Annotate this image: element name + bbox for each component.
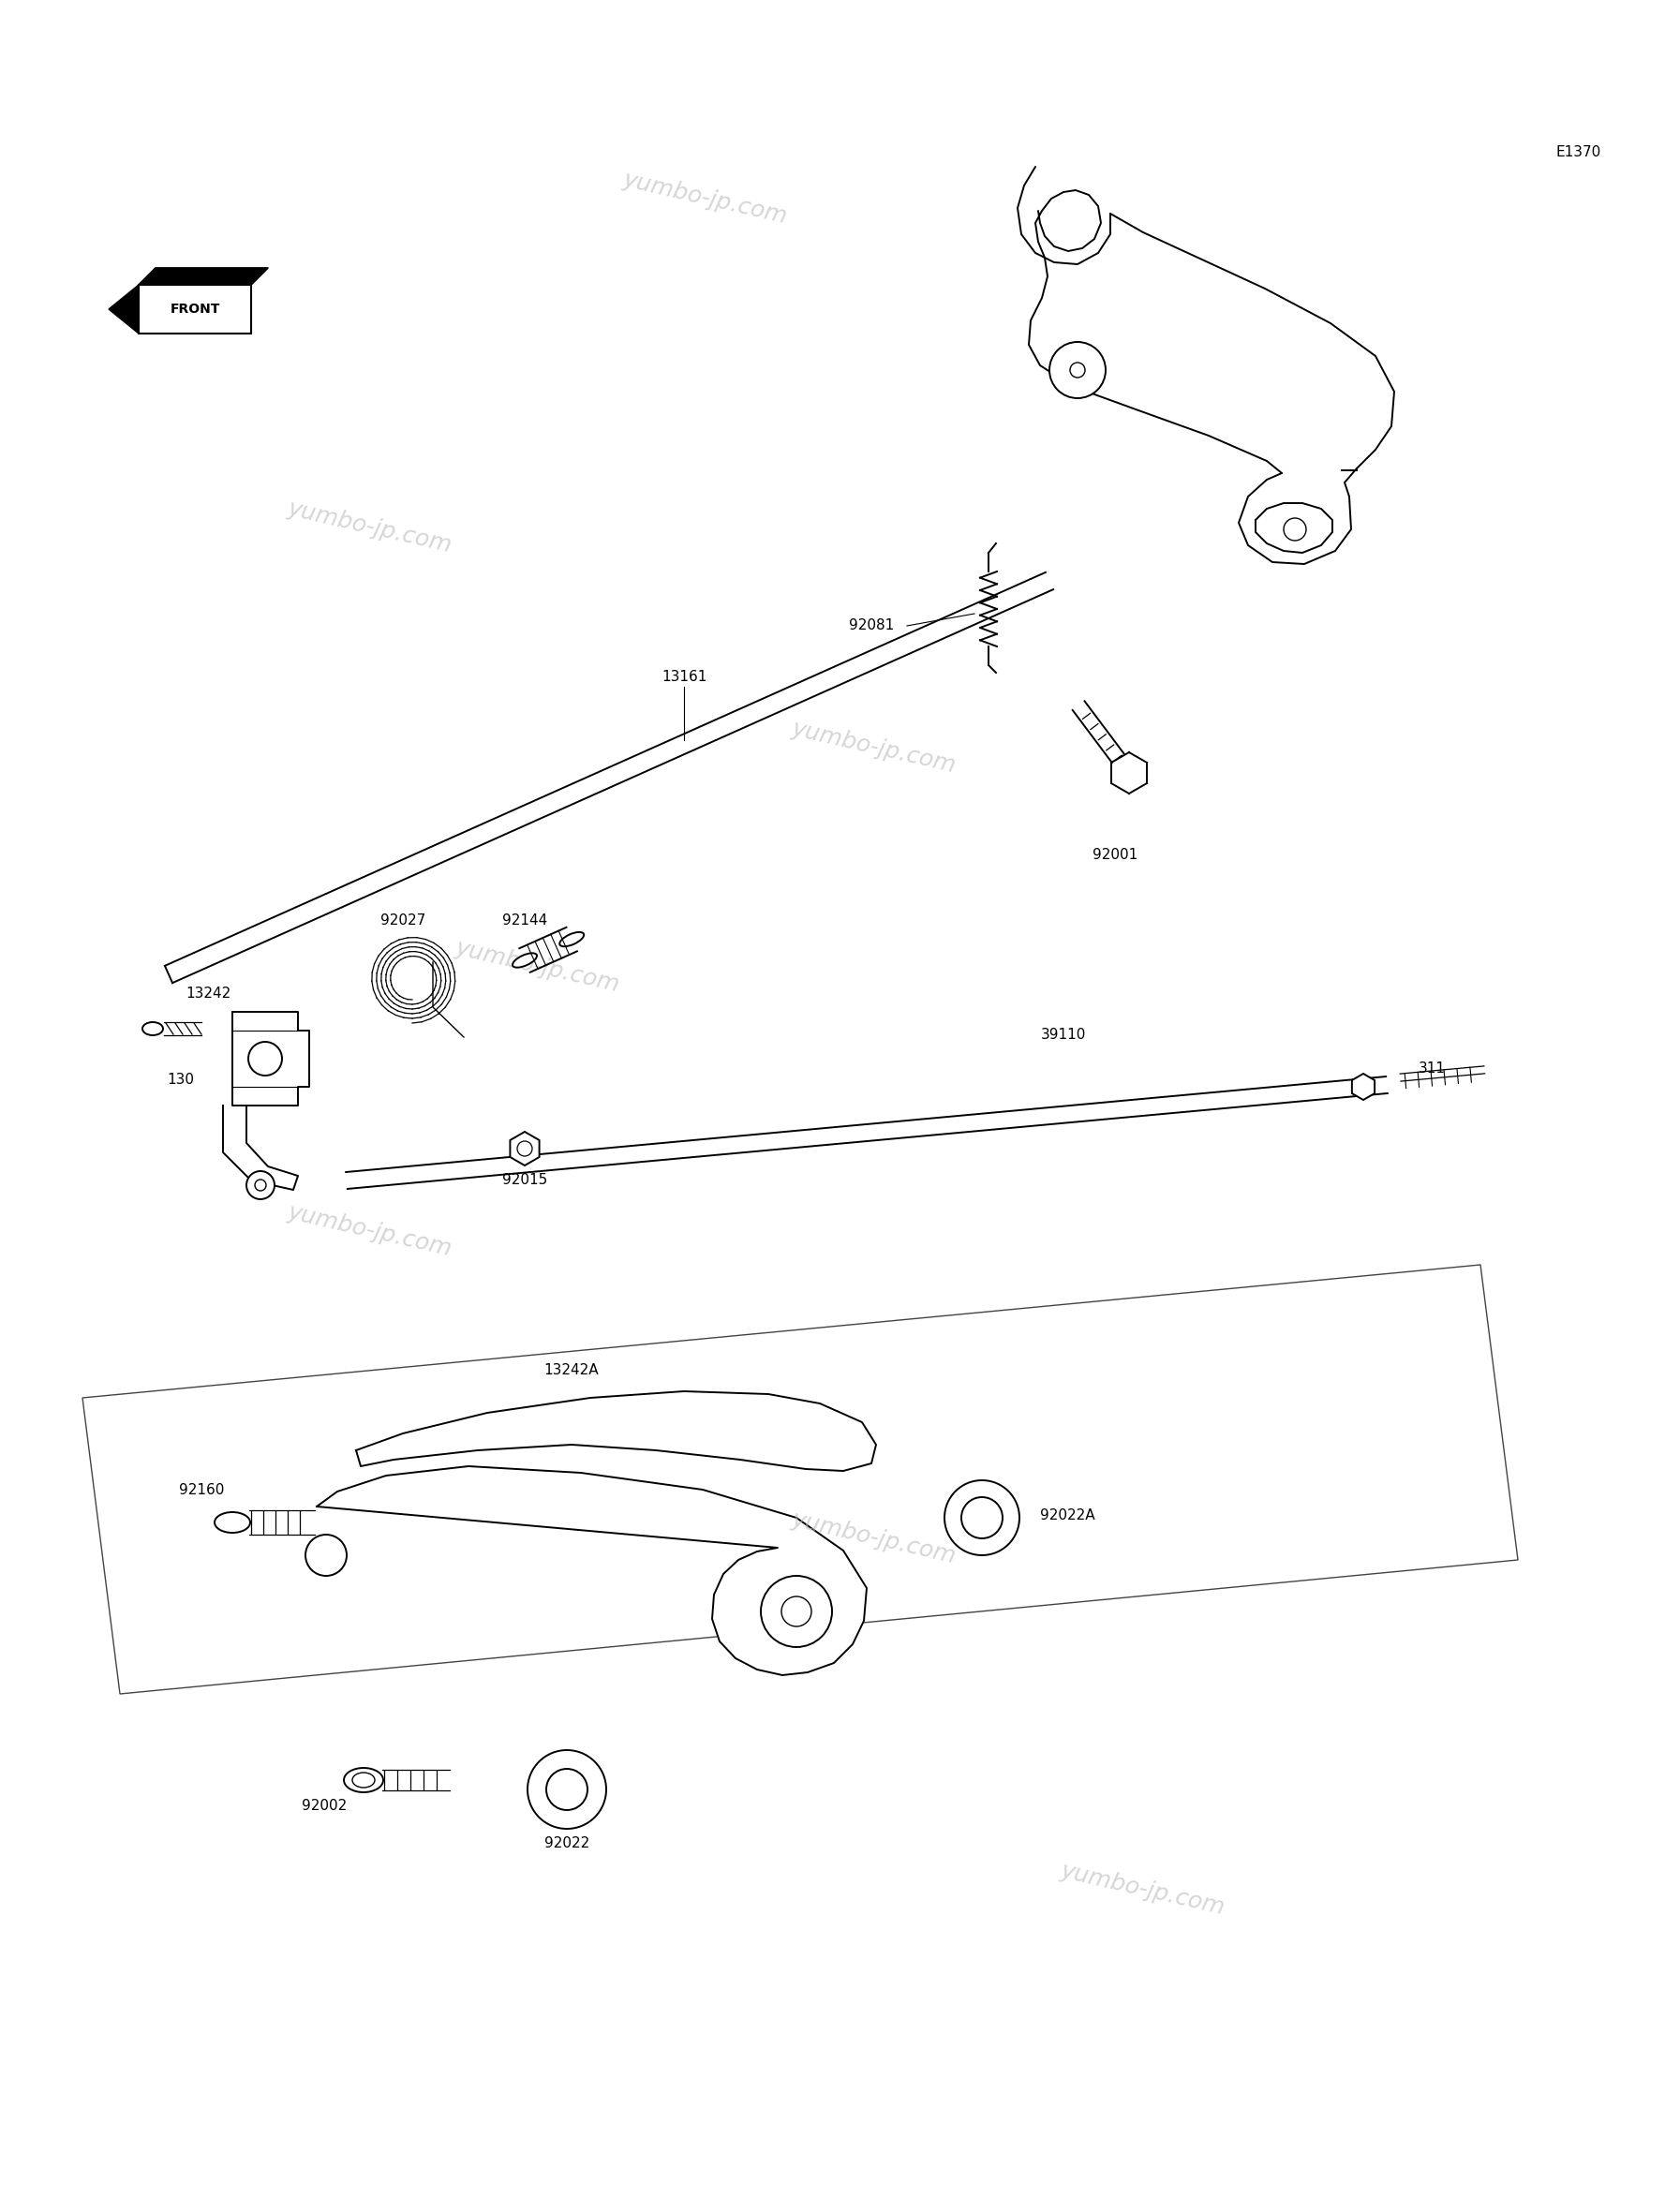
Circle shape <box>1050 343 1105 398</box>
Text: 39110: 39110 <box>1042 1028 1087 1041</box>
Bar <box>139 286 250 334</box>
Circle shape <box>247 1171 274 1200</box>
Polygon shape <box>356 1391 875 1472</box>
Text: yumbo-jp.com: yumbo-jp.com <box>454 936 622 997</box>
Text: 92027: 92027 <box>380 914 425 927</box>
Ellipse shape <box>512 953 538 967</box>
Text: yumbo-jp.com: yumbo-jp.com <box>286 497 454 558</box>
Circle shape <box>1284 518 1305 540</box>
Ellipse shape <box>353 1773 375 1788</box>
Circle shape <box>255 1180 265 1191</box>
Ellipse shape <box>559 932 585 947</box>
Text: 13242: 13242 <box>185 986 230 1000</box>
Text: yumbo-jp.com: yumbo-jp.com <box>286 1200 454 1261</box>
Text: 92022: 92022 <box>544 1837 590 1850</box>
Text: 92081: 92081 <box>848 620 894 633</box>
Circle shape <box>306 1536 346 1575</box>
Polygon shape <box>318 1465 867 1674</box>
Polygon shape <box>232 1013 309 1105</box>
Text: yumbo-jp.com: yumbo-jp.com <box>790 716 958 778</box>
Text: 311: 311 <box>1418 1061 1445 1077</box>
Text: 13161: 13161 <box>662 670 707 683</box>
Circle shape <box>1070 363 1085 378</box>
Circle shape <box>761 1575 832 1648</box>
Text: FRONT: FRONT <box>170 303 220 316</box>
Text: yumbo-jp.com: yumbo-jp.com <box>790 1507 958 1569</box>
Ellipse shape <box>143 1022 163 1035</box>
Text: 92002: 92002 <box>302 1799 346 1813</box>
Circle shape <box>781 1597 811 1626</box>
Text: E1370: E1370 <box>1556 145 1601 158</box>
Text: 13242A: 13242A <box>544 1362 600 1378</box>
Ellipse shape <box>344 1769 383 1793</box>
Polygon shape <box>139 268 269 286</box>
Circle shape <box>517 1140 533 1156</box>
Circle shape <box>249 1041 282 1077</box>
Text: 92015: 92015 <box>502 1173 548 1186</box>
Text: 92160: 92160 <box>178 1483 223 1496</box>
Text: yumbo-jp.com: yumbo-jp.com <box>622 167 790 228</box>
Text: 92001: 92001 <box>1092 848 1137 861</box>
Ellipse shape <box>215 1512 250 1534</box>
Text: 92144: 92144 <box>502 914 548 927</box>
Text: 92022A: 92022A <box>1040 1509 1095 1523</box>
Text: 130: 130 <box>168 1072 195 1088</box>
Polygon shape <box>109 286 139 334</box>
Text: yumbo-jp.com: yumbo-jp.com <box>1058 1859 1226 1920</box>
